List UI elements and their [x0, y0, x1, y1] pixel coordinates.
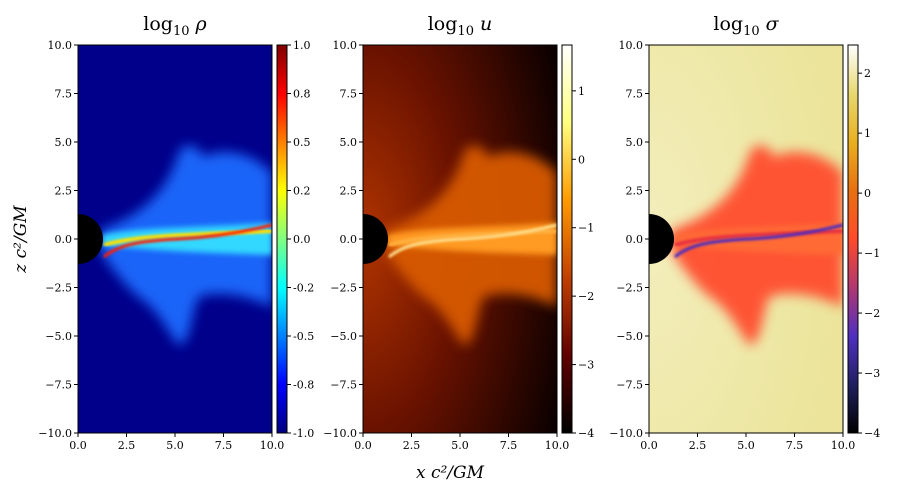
- x-tick-label: 5.0: [166, 439, 184, 452]
- colorbar-tick-label: −2: [864, 307, 880, 320]
- x-tick-label: 2.5: [403, 439, 421, 452]
- y-tick-label: −2.5: [616, 282, 643, 295]
- x-tick-label: 0.0: [354, 439, 372, 452]
- y-axis-label: z c²/GM: [11, 205, 31, 274]
- x-tick-label: 7.5: [215, 439, 233, 452]
- panel-title: log10 ρ: [143, 13, 207, 39]
- y-tick-label: −7.5: [45, 379, 72, 392]
- colorbar: [276, 44, 288, 434]
- colorbar-tick-label: −3: [578, 359, 594, 372]
- black-hole: [363, 214, 388, 264]
- black-hole: [78, 214, 103, 264]
- colorbar-tick-label: 2: [864, 67, 871, 80]
- x-tick-label: 10.0: [831, 439, 856, 452]
- y-tick-label: −7.5: [330, 379, 357, 392]
- colorbar-tick-label: 0.2: [293, 185, 311, 198]
- y-tick-label: 5.0: [340, 136, 358, 149]
- x-tick-label: 2.5: [689, 439, 707, 452]
- y-tick-label: 7.5: [340, 88, 358, 101]
- y-tick-label: 0.0: [55, 233, 73, 246]
- x-tick-label: 10.0: [545, 439, 570, 452]
- y-tick-label: 2.5: [55, 185, 73, 198]
- panel-1: log10 ρ0.0 2.5 5.0 7.5 10.010.07.55.02.50.0−…: [38, 13, 314, 452]
- colorbar-tick-label: −4: [578, 427, 594, 440]
- y-tick-label: −5.0: [616, 330, 643, 343]
- y-tick-label: −10.0: [38, 427, 72, 440]
- y-tick-label: −5.0: [330, 330, 357, 343]
- y-tick-label: 0.0: [340, 233, 358, 246]
- colorbar: [847, 44, 859, 434]
- x-tick-label: 0.0: [69, 439, 87, 452]
- y-tick-label: 5.0: [626, 136, 644, 149]
- black-hole: [649, 214, 674, 264]
- x-tick-label: 0.0: [640, 439, 658, 452]
- colorbar-tick-label: 0: [864, 187, 871, 200]
- y-tick-label: −2.5: [45, 282, 72, 295]
- x-tick-label: 7.5: [500, 439, 518, 452]
- colorbar-tick-label: 1: [578, 85, 585, 98]
- panel-title: log10 σ: [713, 13, 779, 39]
- colorbar-tick-label: -0.5: [293, 330, 314, 343]
- y-tick-label: 5.0: [55, 136, 73, 149]
- colorbar-tick-label: −1: [864, 247, 880, 260]
- x-tick-label: 10.0: [260, 439, 285, 452]
- y-tick-label: 0.0: [626, 233, 644, 246]
- x-tick-label: 5.0: [737, 439, 755, 452]
- y-tick-label: 10.0: [333, 39, 358, 52]
- panel-2: log10 u0.0 2.5 5.0 7.5 10.010.07.55.02.50.0−…: [323, 13, 594, 452]
- heatmap: [363, 45, 557, 433]
- panel-title: log10 u: [428, 13, 493, 39]
- colorbar-tick-label: −3: [864, 367, 880, 380]
- heatmap: [649, 45, 843, 433]
- y-tick-label: −7.5: [616, 379, 643, 392]
- colorbar-tick-label: 1: [864, 127, 871, 140]
- y-tick-label: 7.5: [55, 88, 73, 101]
- colorbar-tick-label: -0.8: [293, 379, 314, 392]
- y-tick-label: −10.0: [609, 427, 643, 440]
- heatmap: [78, 45, 272, 433]
- y-tick-label: 2.5: [626, 185, 644, 198]
- y-tick-label: 7.5: [626, 88, 644, 101]
- x-tick-label: 2.5: [118, 439, 136, 452]
- x-axis-label: x c²/GM: [416, 463, 485, 483]
- colorbar: [561, 44, 573, 434]
- y-tick-label: 10.0: [48, 39, 73, 52]
- x-tick-label: 5.0: [451, 439, 469, 452]
- y-tick-label: 10.0: [619, 39, 644, 52]
- y-tick-label: −5.0: [45, 330, 72, 343]
- colorbar-tick-label: -1.0: [293, 427, 314, 440]
- colorbar-tick-label: −4: [864, 427, 880, 440]
- colorbar-tick-label: 0.0: [293, 233, 311, 246]
- colorbar-tick-label: 0: [578, 153, 585, 166]
- y-tick-label: −2.5: [330, 282, 357, 295]
- colorbar-tick-label: −2: [578, 290, 594, 303]
- y-tick-label: −10.0: [323, 427, 357, 440]
- colorbar-tick-label: -0.2: [293, 282, 314, 295]
- x-tick-label: 7.5: [786, 439, 804, 452]
- colorbar-tick-label: 0.8: [293, 88, 311, 101]
- colorbar-tick-label: 1.0: [293, 39, 311, 52]
- y-tick-label: 2.5: [340, 185, 358, 198]
- colorbar-tick-label: 0.5: [293, 136, 311, 149]
- colorbar-tick-label: −1: [578, 222, 594, 235]
- panel-3: log10 σ0.0 2.5 5.0 7.5 10.010.07.55.02.50.0−…: [609, 13, 880, 452]
